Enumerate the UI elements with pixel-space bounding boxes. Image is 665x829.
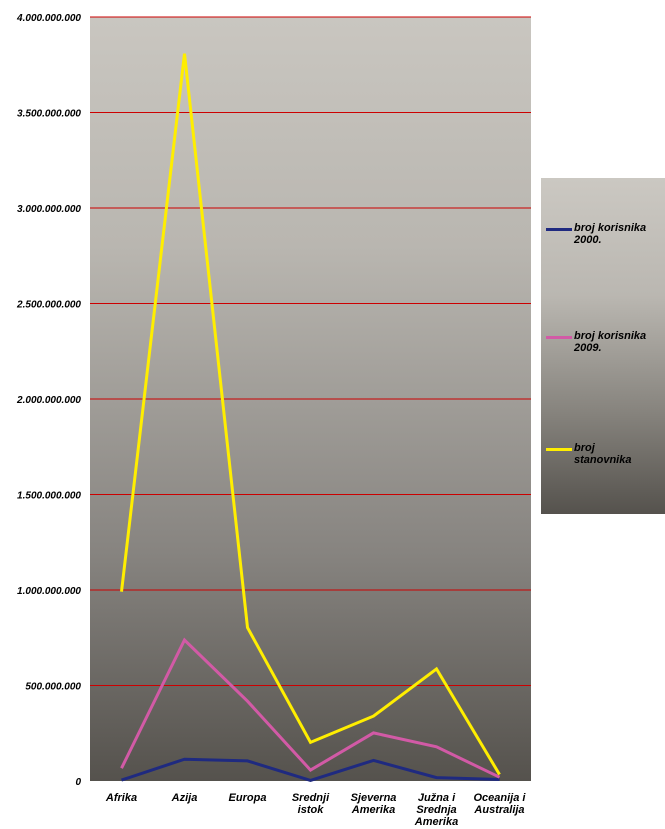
x-tick-label: Sjeverna Amerika bbox=[351, 792, 397, 816]
series-lines bbox=[120, 53, 501, 782]
legend-label: broj korisnika 2000. bbox=[574, 222, 647, 246]
x-axis-labels: Afrika Azija Europa Srednji istok Sjeverna Ame… bbox=[105, 792, 527, 828]
y-tick-label: 500.000.000 bbox=[25, 682, 81, 693]
x-tick-label: Europa bbox=[229, 792, 267, 804]
series-line-2 bbox=[120, 637, 501, 779]
legend-swatch bbox=[546, 336, 572, 339]
x-tick-label: Južna i Srednja Amerika bbox=[414, 792, 458, 828]
y-tick-label: 2.500.000.000 bbox=[16, 300, 81, 311]
legend-item: broj stanovnika bbox=[546, 442, 665, 466]
y-tick-label: 4.000.000.000 bbox=[16, 13, 81, 24]
legend-item: broj korisnika 2009. bbox=[546, 330, 665, 354]
legend-swatch bbox=[546, 228, 572, 231]
x-tick-label: Srednji istok bbox=[292, 792, 330, 816]
legend-swatch bbox=[546, 448, 572, 451]
series-line-1 bbox=[121, 757, 500, 782]
legend-label: broj stanovnika bbox=[574, 442, 632, 466]
legend-item: broj korisnika 2000. bbox=[546, 222, 665, 246]
legend-label: broj korisnika 2009. bbox=[574, 330, 647, 354]
y-tick-label: 3.000.000.000 bbox=[17, 204, 81, 215]
y-tick-label: 3.500.000.000 bbox=[17, 109, 81, 120]
y-tick-label: 2.000.000.000 bbox=[16, 395, 81, 406]
x-tick-label: Oceanija i Australija bbox=[473, 792, 526, 816]
series-line-3 bbox=[120, 53, 501, 776]
x-tick-label: Azija bbox=[171, 792, 198, 804]
y-axis-ticks: 0 500.000.000 1.000.000.000 1.500.000.000 2.… bbox=[16, 13, 81, 788]
y-tick-label: 0 bbox=[75, 777, 81, 788]
y-tick-label: 1.000.000.000 bbox=[17, 586, 81, 597]
y-tick-label: 1.500.000.000 bbox=[17, 491, 81, 502]
legend: broj korisnika 2000. broj korisnika 2009. br… bbox=[541, 178, 665, 514]
x-tick-label: Afrika bbox=[105, 792, 137, 804]
